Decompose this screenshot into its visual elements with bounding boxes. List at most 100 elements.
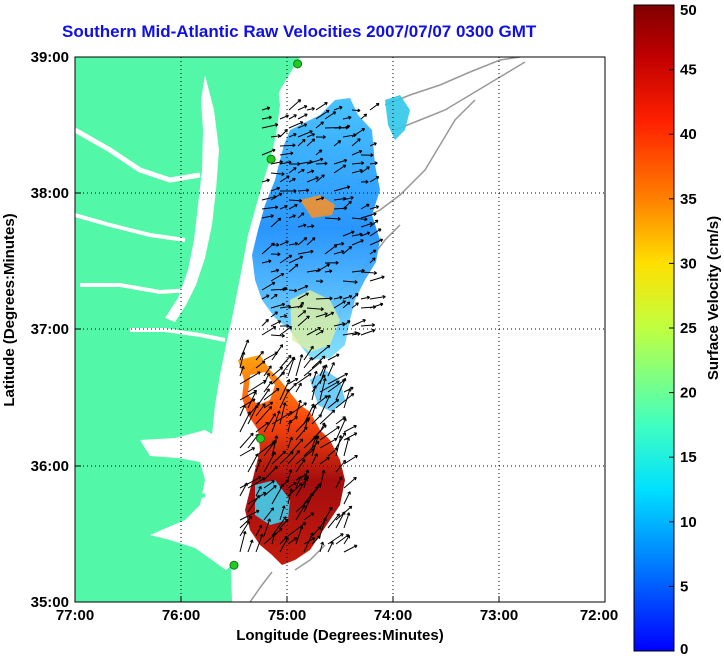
velocity-arrow [351, 232, 363, 237]
velocity-arrow [288, 288, 298, 293]
velocity-arrow [360, 203, 370, 210]
velocity-arrow [261, 326, 277, 336]
velocity-arrow [263, 527, 283, 545]
velocity-arrow [351, 149, 363, 156]
velocity-arrow [311, 435, 320, 457]
velocity-arrow [247, 391, 257, 409]
velocity-arrow [263, 518, 271, 537]
velocity-arrow [335, 417, 347, 441]
velocity-arrow [255, 524, 263, 537]
velocity-arrow [288, 214, 296, 219]
velocity-arrow [263, 380, 273, 393]
velocity-arrow [270, 293, 278, 300]
velocity-arrow [297, 310, 307, 318]
velocity-arrow [311, 414, 322, 425]
velocity-arrow [261, 148, 276, 156]
velocity-arrow [343, 424, 357, 433]
velocity-arrow [351, 217, 368, 222]
velocity-arrow [255, 485, 262, 497]
velocity-arrow [288, 99, 302, 111]
velocity-arrow [271, 410, 281, 433]
velocity-arrow [369, 205, 380, 210]
velocity-arrow [315, 279, 324, 284]
velocity-arrow [255, 421, 269, 433]
velocity-arrow [311, 355, 326, 369]
velocity-arrow [261, 205, 279, 210]
velocity-arrow [239, 530, 247, 553]
velocity-arrow [239, 432, 254, 449]
y-tick-label: 36:00 [31, 458, 69, 475]
velocity-arrow [333, 164, 347, 174]
velocity-arrow [297, 138, 306, 147]
velocity-arrow [270, 302, 286, 309]
y-tick-label: 35:00 [31, 594, 69, 611]
velocity-arrow [287, 356, 296, 377]
velocity-arrow [315, 149, 323, 156]
velocity-arrow [333, 249, 345, 255]
velocity-arrow [239, 371, 261, 385]
velocity-arrow [351, 239, 364, 246]
y-tick-label: 38:00 [31, 185, 69, 202]
velocity-arrow [247, 404, 259, 425]
velocity-arrow [327, 513, 340, 529]
velocity-arrow [247, 379, 267, 393]
colorbar-tick-label: 35 [680, 191, 697, 208]
velocity-arrow [288, 203, 298, 210]
velocity-arrow [306, 237, 316, 246]
velocity-arrow [279, 304, 292, 309]
velocity-arrow [335, 435, 343, 457]
velocity-arrow [343, 432, 358, 441]
velocity-arrow [295, 373, 312, 385]
colorbar-ticks: 0 5 10 15 20 25 30 35 40 45 50 [669, 2, 697, 658]
velocity-arrow [239, 447, 256, 457]
velocity-arrow [333, 322, 346, 327]
radar-stations [229, 59, 303, 570]
velocity-arrow [343, 388, 352, 409]
velocity-arrow [303, 512, 315, 521]
velocity-arrow [315, 263, 330, 273]
velocity-arrow [271, 366, 284, 377]
colorbar-tick-label: 30 [680, 255, 697, 272]
velocity-arrow [319, 506, 333, 529]
velocity-arrow [288, 198, 303, 203]
colorbar-tick-label: 45 [680, 62, 697, 79]
velocity-field-ne [385, 95, 410, 140]
velocity-arrow [247, 477, 266, 489]
velocity-arrow [263, 507, 274, 521]
velocity-arrow [319, 377, 327, 401]
colorbar-tick-label: 50 [680, 2, 697, 19]
velocity-arrow [360, 222, 373, 228]
velocity-arrow [270, 134, 281, 138]
velocity-arrow [306, 176, 319, 183]
velocity-arrow [306, 157, 324, 165]
velocity-arrow [315, 161, 328, 166]
colorbar-tick-label: 25 [680, 320, 697, 337]
velocity-arrow [270, 252, 281, 257]
velocity-arrow [297, 105, 308, 111]
velocity-arrow [315, 121, 324, 129]
velocity-arrow [297, 284, 309, 291]
velocity-arrow [311, 344, 331, 361]
velocity-arrow [279, 536, 289, 553]
x-tick-label: 72:00 [580, 607, 618, 624]
velocity-arrow [279, 505, 286, 521]
velocity-arrow [263, 485, 277, 497]
velocity-arrow [261, 106, 271, 111]
velocity-arrow [255, 405, 273, 425]
velocity-arrow [288, 255, 304, 264]
velocity-arrow [327, 398, 340, 409]
velocity-arrow [270, 186, 281, 192]
velocity-arrow [335, 511, 346, 529]
velocity-arrow [335, 393, 355, 409]
colorbar-tick-label: 0 [680, 641, 688, 658]
velocity-arrow [369, 238, 384, 246]
velocity-arrow [295, 354, 304, 377]
velocity-arrow [306, 106, 315, 111]
velocity-arrow [271, 531, 277, 545]
colorbar-tick-label: 15 [680, 449, 697, 466]
velocity-arrow [279, 354, 292, 369]
velocity-arrow [335, 377, 347, 401]
velocity-arrow [297, 212, 305, 219]
velocity-arrow [239, 509, 260, 521]
velocity-arrow [288, 177, 296, 183]
